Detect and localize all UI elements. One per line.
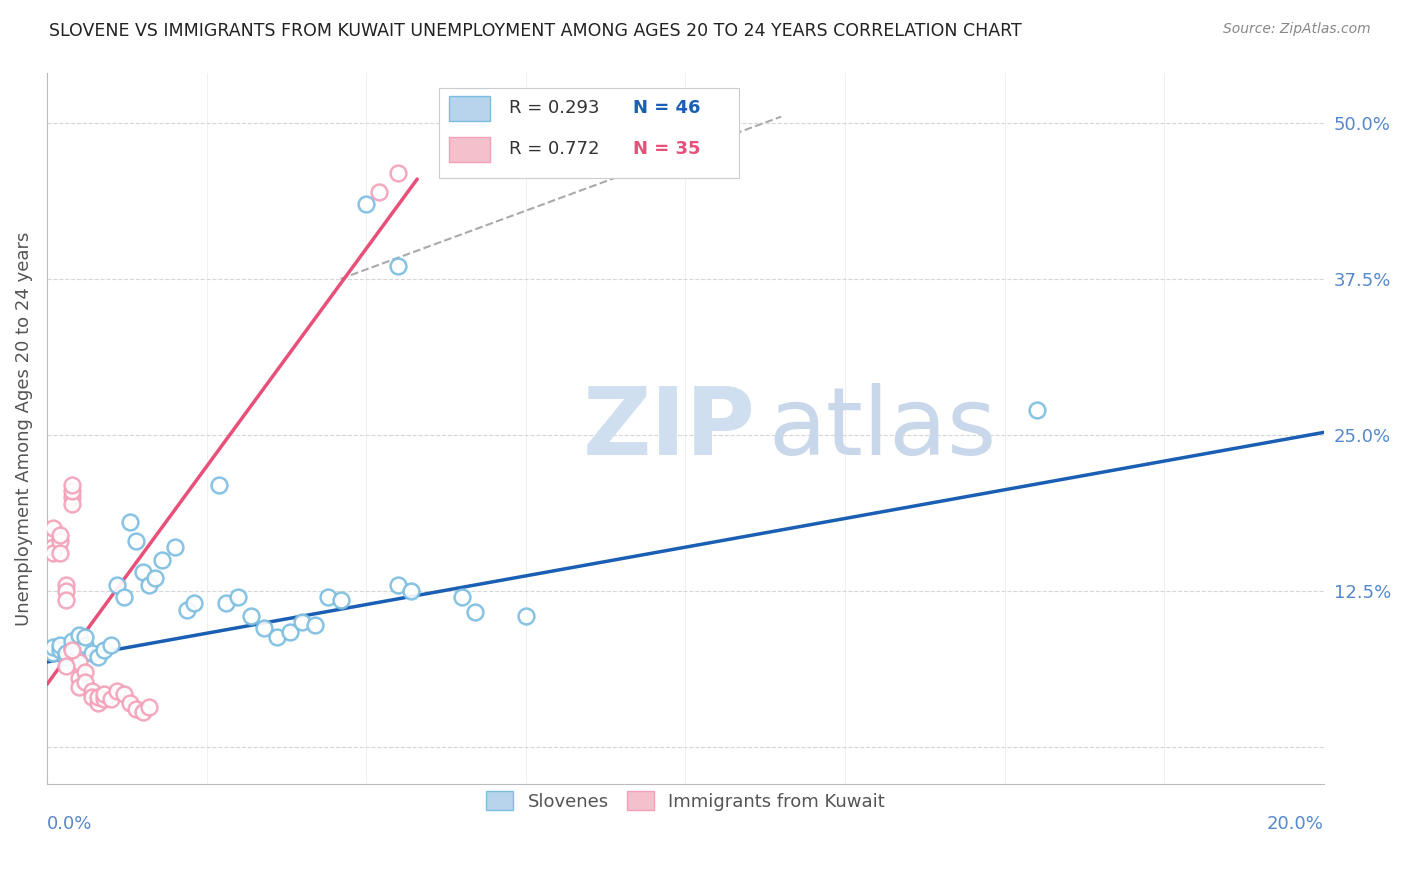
Point xyxy=(215,596,238,610)
Point xyxy=(55,646,77,660)
Text: 20.0%: 20.0% xyxy=(1267,815,1324,833)
Text: SLOVENE VS IMMIGRANTS FROM KUWAIT UNEMPLOYMENT AMONG AGES 20 TO 24 YEARS CORRELA: SLOVENE VS IMMIGRANTS FROM KUWAIT UNEMPL… xyxy=(49,22,1022,40)
Point xyxy=(266,630,288,644)
Point xyxy=(118,515,141,529)
Point xyxy=(75,665,97,679)
Point xyxy=(42,521,65,535)
FancyBboxPatch shape xyxy=(439,88,740,178)
Text: R = 0.293: R = 0.293 xyxy=(509,99,600,117)
Point xyxy=(138,577,160,591)
Point xyxy=(62,477,84,491)
Point xyxy=(105,683,128,698)
Point xyxy=(67,671,90,685)
Point xyxy=(42,546,65,560)
Point xyxy=(354,197,377,211)
Point xyxy=(399,583,422,598)
Point xyxy=(138,699,160,714)
Point xyxy=(67,655,90,669)
Text: 0.0%: 0.0% xyxy=(46,815,93,833)
Point xyxy=(105,577,128,591)
Point xyxy=(145,571,167,585)
Point xyxy=(55,583,77,598)
Point xyxy=(55,577,77,591)
Point xyxy=(100,692,122,706)
Point xyxy=(62,483,84,498)
Point xyxy=(55,658,77,673)
Y-axis label: Unemployment Among Ages 20 to 24 years: Unemployment Among Ages 20 to 24 years xyxy=(15,231,32,626)
Point xyxy=(367,185,389,199)
Point xyxy=(48,638,70,652)
Point xyxy=(208,477,231,491)
Point xyxy=(131,705,153,719)
Text: atlas: atlas xyxy=(769,383,997,475)
Point xyxy=(67,680,90,694)
Point xyxy=(55,592,77,607)
Point xyxy=(87,696,110,710)
Point xyxy=(163,540,186,554)
Point xyxy=(48,533,70,548)
Point xyxy=(75,630,97,644)
Point xyxy=(515,608,537,623)
Point xyxy=(62,633,84,648)
Point xyxy=(387,166,409,180)
Point xyxy=(1025,403,1047,417)
Point xyxy=(80,683,103,698)
Point xyxy=(93,642,115,657)
Point xyxy=(150,552,173,566)
Point xyxy=(112,590,135,604)
Point xyxy=(62,496,84,510)
Point xyxy=(93,688,115,702)
Point xyxy=(112,688,135,702)
Point xyxy=(304,617,326,632)
Point xyxy=(228,590,250,604)
Point xyxy=(387,260,409,274)
Point xyxy=(451,590,474,604)
Point xyxy=(125,702,148,716)
Text: N = 35: N = 35 xyxy=(633,140,700,159)
Point xyxy=(62,642,84,657)
Point xyxy=(464,605,486,619)
Point xyxy=(183,596,205,610)
Point xyxy=(67,627,90,641)
Text: R = 0.772: R = 0.772 xyxy=(509,140,600,159)
Point xyxy=(80,646,103,660)
Point xyxy=(80,690,103,704)
Point xyxy=(240,608,263,623)
Point xyxy=(42,540,65,554)
Point xyxy=(176,602,198,616)
Point xyxy=(253,621,276,635)
Point xyxy=(75,638,97,652)
Point xyxy=(329,592,352,607)
Point xyxy=(131,565,153,579)
Point xyxy=(48,527,70,541)
Point xyxy=(100,638,122,652)
Point xyxy=(387,577,409,591)
Point xyxy=(118,696,141,710)
Point xyxy=(125,533,148,548)
Point xyxy=(48,642,70,657)
Point xyxy=(75,675,97,690)
Point xyxy=(62,640,84,654)
Bar xyxy=(449,136,491,161)
Point xyxy=(278,625,301,640)
Point xyxy=(42,640,65,654)
Text: Source: ZipAtlas.com: Source: ZipAtlas.com xyxy=(1223,22,1371,37)
Point xyxy=(316,590,339,604)
Point xyxy=(67,642,90,657)
Text: N = 46: N = 46 xyxy=(633,99,700,117)
Text: ZIP: ZIP xyxy=(583,383,756,475)
Point xyxy=(291,615,314,629)
Point xyxy=(87,690,110,704)
Point xyxy=(87,650,110,665)
Legend: Slovenes, Immigrants from Kuwait: Slovenes, Immigrants from Kuwait xyxy=(478,784,893,818)
Bar xyxy=(449,95,491,120)
Point xyxy=(93,692,115,706)
Point xyxy=(48,546,70,560)
Point xyxy=(42,646,65,660)
Point xyxy=(62,490,84,504)
Point xyxy=(55,650,77,665)
